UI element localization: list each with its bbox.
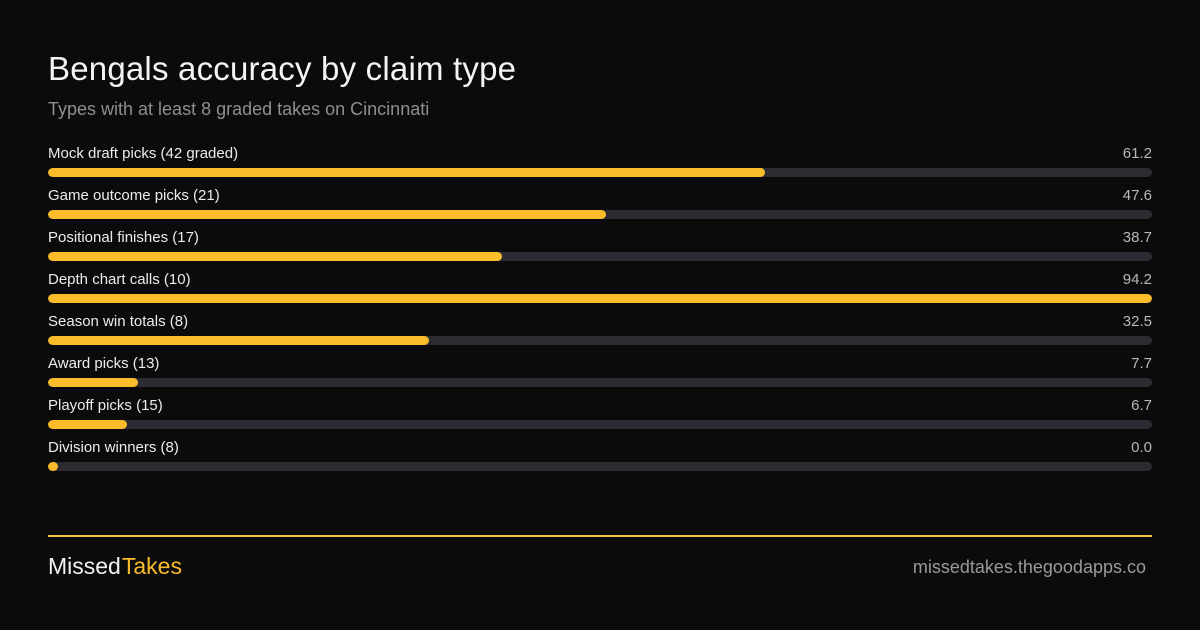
- bar-value-label: 7.7: [1131, 355, 1152, 372]
- bar-track: [48, 210, 1152, 219]
- bar-track: [48, 294, 1152, 303]
- bar-track: [48, 378, 1152, 387]
- bar-label: Positional finishes (17): [48, 229, 199, 246]
- footer-divider: [48, 535, 1152, 537]
- bar-row: Game outcome picks (21) 47.6: [48, 187, 1152, 229]
- bar-track: [48, 462, 1152, 471]
- bar-row: Positional finishes (17) 38.7: [48, 229, 1152, 271]
- bar-value-label: 6.7: [1131, 397, 1152, 414]
- bar-fill: [48, 252, 502, 261]
- brand-logo: MissedTakes: [48, 553, 182, 580]
- bar-track: [48, 420, 1152, 429]
- bar-fill: [48, 420, 127, 429]
- bar-row: Award picks (13) 7.7: [48, 355, 1152, 397]
- bar-label: Game outcome picks (21): [48, 187, 220, 204]
- bar-label: Depth chart calls (10): [48, 271, 191, 288]
- bar-fill: [48, 294, 1152, 303]
- bar-row: Division winners (8) 0.0: [48, 439, 1152, 481]
- bar-value-label: 61.2: [1122, 145, 1152, 162]
- bar-track: [48, 336, 1152, 345]
- bar-value-label: 32.5: [1122, 313, 1152, 330]
- bar-fill: [48, 210, 606, 219]
- bar-label: Season win totals (8): [48, 313, 189, 330]
- brand-logo-takes: Takes: [121, 553, 182, 579]
- bar-chart: Mock draft picks (42 graded) 61.2 Game out…: [48, 145, 1152, 481]
- bar-value-label: 0.0: [1131, 439, 1152, 456]
- bar-row: Mock draft picks (42 graded) 61.2: [48, 145, 1152, 187]
- bar-fill: [48, 378, 139, 387]
- brand-logo-missed: Missed: [48, 553, 121, 579]
- bar-label: Division winners (8): [48, 439, 179, 456]
- bar-row: Season win totals (8) 32.5: [48, 313, 1152, 355]
- chart-subtitle: Types with at least 8 graded takes on Ci…: [48, 99, 430, 119]
- bar-track: [48, 168, 1152, 177]
- bar-label: Award picks (13): [48, 355, 160, 372]
- bar-row: Depth chart calls (10) 94.2: [48, 271, 1152, 313]
- bar-label: Mock draft picks (42 graded): [48, 145, 239, 162]
- bar-track: [48, 252, 1152, 261]
- bar-value-label: 94.2: [1122, 271, 1152, 288]
- bar-label: Playoff picks (15): [48, 397, 163, 414]
- chart-title: Bengals accuracy by claim type: [48, 50, 517, 87]
- bar-value-label: 47.6: [1122, 187, 1152, 204]
- site-url: missedtakes.thegoodapps.co: [912, 557, 1146, 577]
- bar-value-label: 38.7: [1122, 229, 1152, 246]
- bar-fill: [48, 168, 766, 177]
- bar-fill: [48, 336, 429, 345]
- bar-row: Playoff picks (15) 6.7: [48, 397, 1152, 439]
- bar-fill: [48, 462, 58, 471]
